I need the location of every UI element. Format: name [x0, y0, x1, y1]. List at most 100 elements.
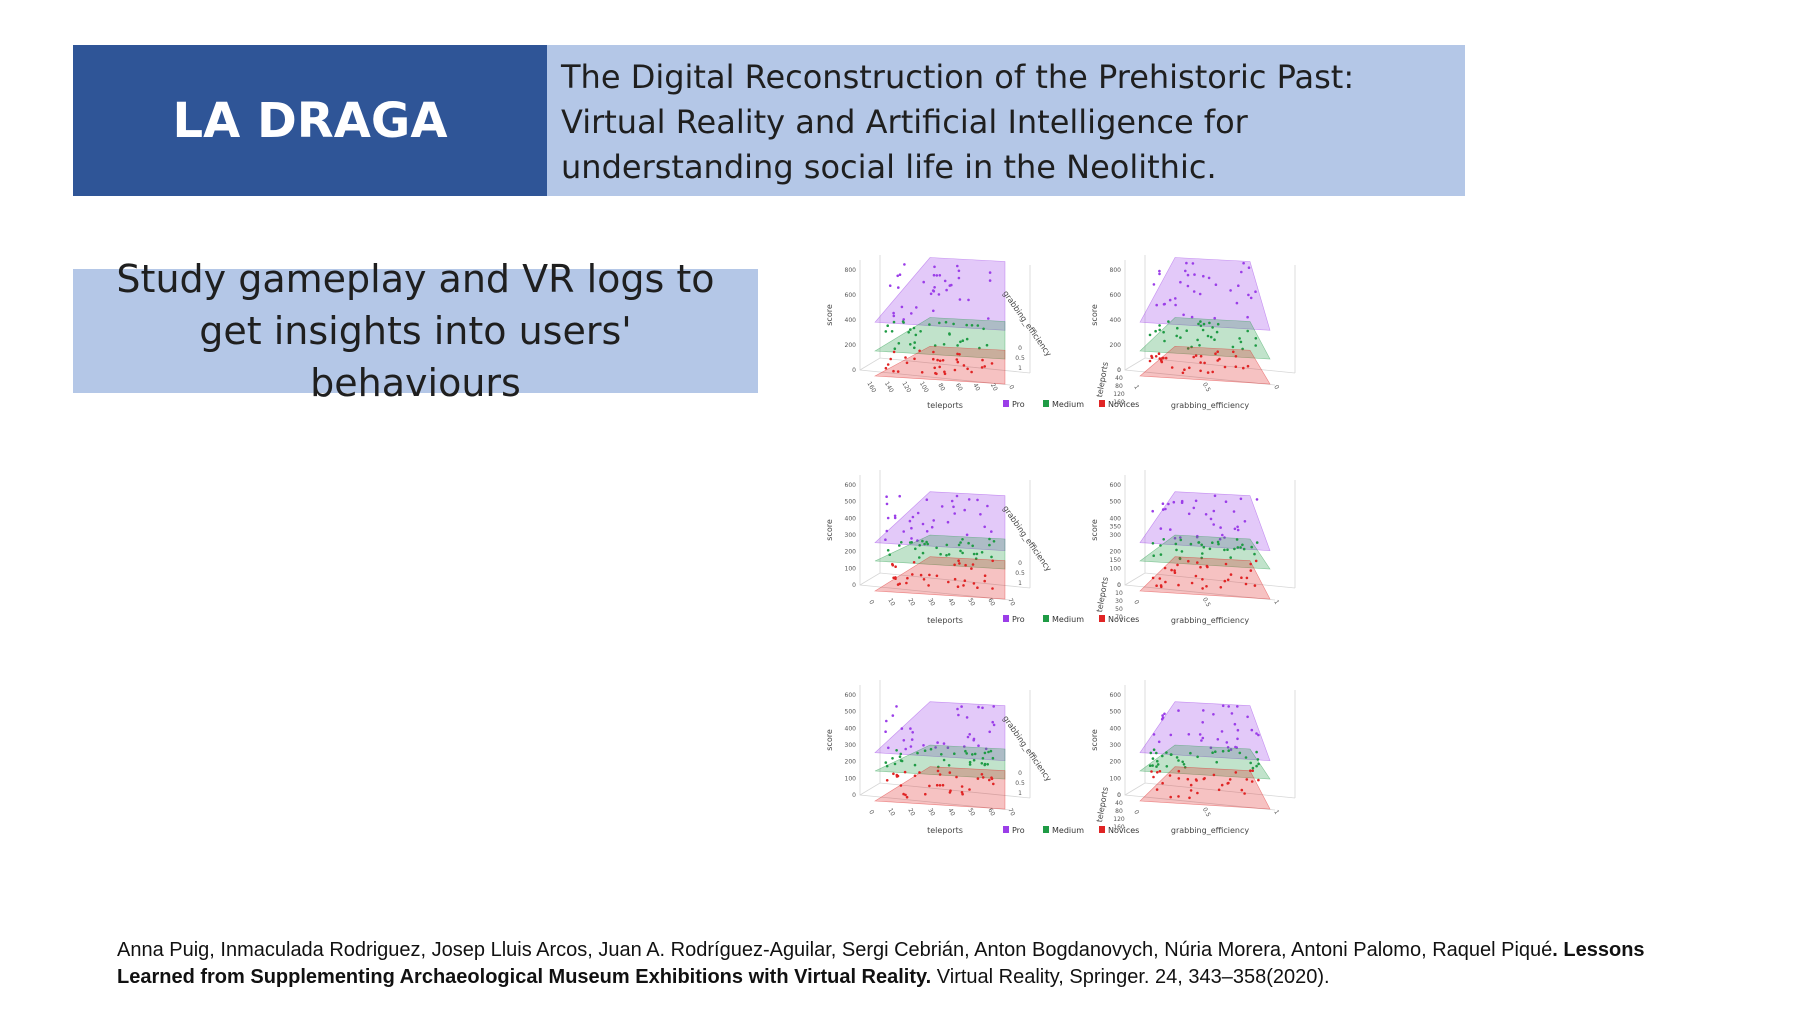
data-point [1178, 557, 1182, 561]
data-point [971, 563, 975, 566]
data-point [1197, 322, 1200, 326]
data-point [1229, 748, 1233, 751]
data-point [990, 362, 994, 365]
x-tick-label: 0.5 [1201, 381, 1212, 393]
data-point [1240, 788, 1244, 792]
data-point [983, 574, 987, 577]
data-point [1179, 536, 1182, 539]
data-point [956, 585, 960, 588]
y-tick-label: 200 [1110, 759, 1122, 766]
data-point [1233, 527, 1237, 531]
data-point [988, 537, 991, 541]
data-point [887, 746, 890, 750]
data-point [970, 324, 974, 327]
z-tick-label: 1 [1018, 580, 1022, 587]
y-tick-label: 200 [845, 549, 857, 556]
x-tick-label: 100 [918, 381, 930, 395]
data-point [884, 366, 888, 370]
y-tick-label: 600 [845, 292, 857, 299]
data-point [903, 263, 906, 266]
data-point [895, 705, 898, 708]
data-point [1182, 763, 1186, 766]
data-point [985, 343, 989, 347]
data-point [960, 785, 964, 788]
data-point [977, 744, 980, 747]
data-point [983, 762, 987, 766]
legend-label-medium: Medium [1052, 826, 1084, 835]
x-axis-label: teleports [927, 826, 963, 835]
data-point [910, 526, 913, 530]
data-point [981, 776, 985, 779]
data-point [1202, 545, 1206, 549]
data-point [1246, 364, 1250, 368]
y-axis-label: score [1090, 519, 1099, 541]
data-point [1173, 571, 1177, 574]
data-point [1183, 368, 1186, 371]
data-point [884, 730, 887, 733]
data-point [1239, 497, 1243, 501]
data-point [893, 762, 897, 766]
data-point [898, 544, 901, 547]
data-point [1180, 501, 1184, 504]
z-tick-label: 160 [1113, 399, 1125, 406]
data-point [1160, 585, 1163, 589]
data-point [1159, 527, 1163, 530]
data-point [946, 746, 950, 749]
data-point [1156, 771, 1159, 774]
data-point [1247, 266, 1251, 269]
y-tick-label: 100 [1110, 775, 1122, 782]
data-point [884, 330, 888, 333]
z-tick-label: 50 [1115, 606, 1123, 613]
data-point [938, 784, 942, 787]
data-point [1151, 757, 1155, 760]
data-point [885, 764, 889, 768]
data-point [1253, 552, 1256, 556]
data-point [1211, 541, 1214, 544]
data-point [983, 751, 987, 755]
data-point [916, 511, 920, 515]
x-axis-label: grabbing_efficiency [1171, 401, 1249, 410]
data-point [943, 279, 947, 283]
x-tick-label: 20 [989, 382, 999, 392]
data-point [1151, 576, 1155, 580]
data-point [972, 552, 976, 556]
data-point [1230, 712, 1234, 715]
data-point [1241, 543, 1244, 547]
data-point [892, 772, 895, 776]
z-tick-label: 1 [1018, 365, 1022, 372]
data-point [958, 298, 962, 301]
x-tick-label: 50 [966, 597, 976, 607]
data-point [1237, 284, 1240, 287]
z-tick-label: 0 [1018, 560, 1022, 567]
y-axis-label: score [1090, 304, 1099, 326]
x-tick-label: 1 [1272, 599, 1280, 606]
data-point [1152, 283, 1156, 286]
y-axis-label: score [825, 519, 834, 541]
data-point [991, 756, 995, 760]
data-point [1185, 329, 1188, 332]
data-point [1190, 581, 1194, 585]
data-point [976, 777, 980, 780]
data-point [1240, 270, 1243, 274]
legend-label-medium: Medium [1052, 615, 1084, 624]
data-point [972, 582, 976, 585]
data-point [967, 541, 970, 545]
data-point [960, 705, 963, 708]
data-point [927, 584, 930, 587]
data-point [918, 771, 921, 774]
data-point [1154, 329, 1157, 333]
data-point [1163, 566, 1167, 570]
y-tick-label: 0 [1117, 367, 1121, 374]
data-point [904, 793, 907, 797]
data-point [922, 744, 925, 747]
data-point [1219, 586, 1223, 589]
data-point [913, 357, 916, 361]
data-point [1238, 337, 1241, 340]
data-point [921, 551, 925, 555]
data-point [1228, 778, 1232, 781]
data-point [938, 773, 942, 776]
data-point [1217, 788, 1221, 792]
data-point [1232, 510, 1236, 513]
y-tick-label: 800 [1110, 267, 1122, 274]
data-point [1209, 335, 1213, 339]
